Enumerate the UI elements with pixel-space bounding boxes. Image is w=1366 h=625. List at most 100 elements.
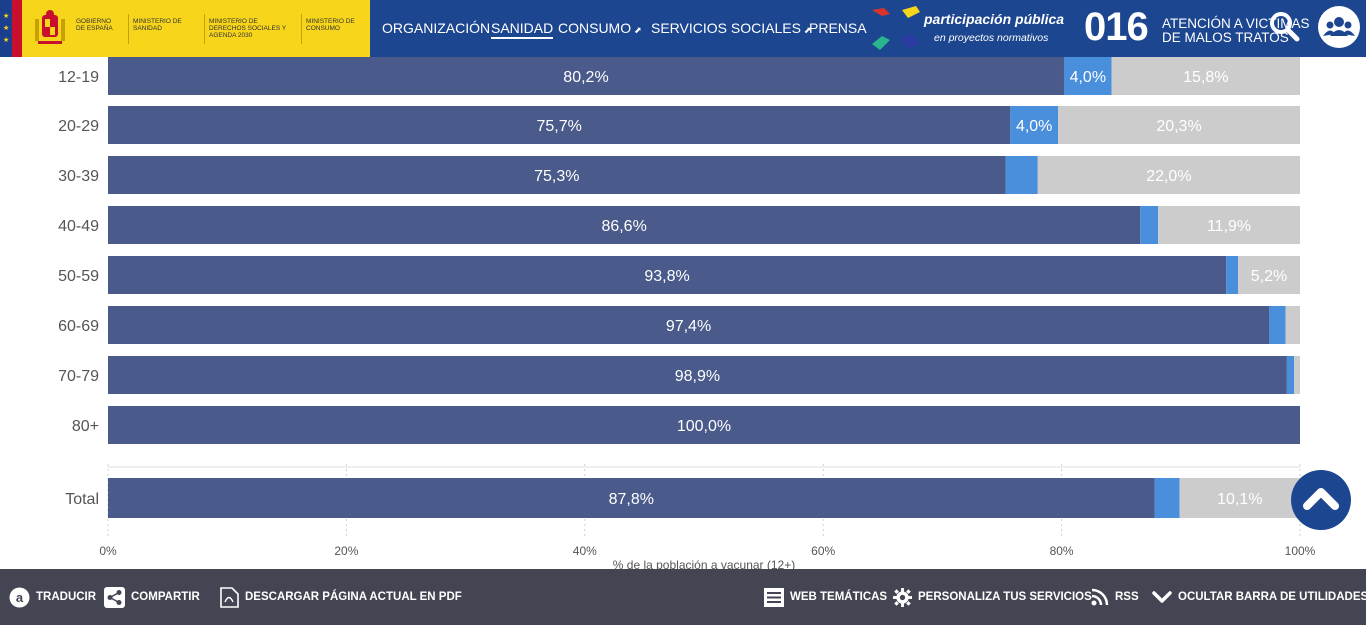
back-to-top-button[interactable] — [1291, 470, 1351, 530]
bar-segment — [108, 256, 1227, 294]
bar-segment — [108, 406, 1300, 444]
bar-segment — [1294, 356, 1300, 394]
government-logos[interactable]: ★ ★ ★ GOBIERNO DE ESPAÑA MINISTERIO DE S… — [0, 0, 370, 57]
participacion-subtitle: en proyectos normativos — [934, 32, 1049, 44]
external-link-icon: ⬈ — [634, 25, 642, 35]
external-link-icon: ⬈ — [803, 25, 812, 35]
data-label: 4,0% — [1070, 69, 1106, 86]
category-label: 40-49 — [58, 218, 99, 235]
bar-segment — [1058, 106, 1300, 144]
vaccination-chart: 12-19 80,2% 4,0% 15,8% 20-29 75,7% 4,0% 20,3% 30… — [0, 57, 1366, 569]
data-label: 20,3% — [1156, 118, 1201, 135]
data-label: 5,2% — [1251, 268, 1287, 285]
nav-item-servicios-sociales[interactable]: SERVICIOS SOCIALES ⬈ — [651, 20, 812, 36]
x-tick-label: 60% — [811, 544, 835, 558]
ministry-social-label: MINISTERIO DE DERECHOS SOCIALES Y AGENDA… — [204, 14, 293, 44]
bar-segment — [108, 478, 1155, 518]
participacion-title: participación pública — [924, 11, 1065, 27]
download-pdf-button[interactable]: DESCARGAR PÁGINA ACTUAL EN PDF — [220, 585, 462, 609]
data-label: 86,6% — [601, 218, 646, 235]
data-label: 80,2% — [563, 69, 608, 86]
data-label: 87,8% — [609, 491, 654, 508]
participacion-publica-link[interactable]: participación pública en proyectos norma… — [868, 4, 1080, 54]
gov-spain-label: GOBIERNO DE ESPAÑA — [76, 18, 113, 32]
bar-segment — [108, 356, 1287, 394]
translate-icon: a — [9, 587, 30, 607]
rss-icon — [1091, 588, 1109, 606]
web-tematicas-button[interactable]: WEB TEMÁTICAS — [764, 585, 887, 609]
x-tick-label: 0% — [99, 544, 117, 558]
star-icon: ★ — [3, 13, 10, 20]
bar-segment — [108, 57, 1064, 95]
bar-segment — [1010, 106, 1059, 144]
data-label: 98,9% — [675, 368, 720, 385]
bar-segment — [1179, 478, 1300, 518]
data-label: 4,0% — [1016, 118, 1052, 135]
data-label: 22,0% — [1146, 168, 1191, 185]
svg-text:a: a — [16, 590, 24, 605]
hands-logo-icon — [872, 6, 920, 50]
list-icon — [764, 587, 784, 607]
people-icon[interactable] — [1318, 6, 1360, 48]
chart-svg: 12-19 80,2% 4,0% 15,8% 20-29 75,7% 4,0% 20,3% 30… — [58, 57, 1316, 569]
category-label: 20-29 — [58, 118, 99, 135]
site-header: ★ ★ ★ GOBIERNO DE ESPAÑA MINISTERIO DE S… — [0, 0, 1366, 57]
nav-item-sanidad[interactable]: SANIDAD — [491, 20, 554, 39]
bar-segment — [1269, 306, 1286, 344]
personaliza-button[interactable]: PERSONALIZA TUS SERVICIOS — [893, 585, 1092, 609]
x-tick-label: 20% — [334, 544, 358, 558]
star-icon: ★ — [3, 37, 10, 44]
gear-icon — [893, 587, 912, 607]
data-label: 11,9% — [1207, 218, 1251, 235]
ministry-health-label: MINISTERIO DE SANIDAD — [128, 14, 193, 44]
bar-segment — [1286, 356, 1295, 394]
nav-item-organizacion[interactable]: ORGANIZACIÓN — [382, 20, 491, 36]
x-tick-label: 40% — [573, 544, 597, 558]
x-tick-label: 100% — [1285, 544, 1316, 558]
search-icon[interactable] — [1268, 10, 1300, 42]
bar-segment — [108, 106, 1011, 144]
data-label: 75,7% — [536, 118, 581, 135]
bar-segment — [108, 206, 1141, 244]
bar-segment — [1158, 206, 1300, 244]
data-label: 15,8% — [1183, 69, 1228, 86]
phone-016[interactable]: 016 — [1084, 5, 1149, 49]
data-label: 75,3% — [534, 168, 579, 185]
bar-segment — [1063, 57, 1112, 95]
bar-segment — [108, 156, 1006, 194]
bar-segment — [1005, 156, 1038, 194]
nav-item-consumo[interactable]: CONSUMO ⬈ — [558, 20, 642, 36]
bar-segment — [108, 306, 1270, 344]
rss-button[interactable]: RSS — [1091, 585, 1139, 609]
chevron-up-icon — [1303, 488, 1339, 510]
category-label: 70-79 — [58, 368, 99, 385]
share-button[interactable]: COMPARTIR — [104, 585, 200, 609]
bar-segment — [1238, 256, 1300, 294]
category-label: Total — [65, 491, 99, 508]
category-label: 50-59 — [58, 268, 99, 285]
bar-segment — [1140, 206, 1159, 244]
utilities-bar: a TRADUCIR COMPARTIR DESCARGAR PÁGINA AC… — [0, 569, 1366, 625]
bar-segment — [1285, 306, 1300, 344]
x-axis-label: % de la población a vacunar (12+) — [613, 558, 795, 569]
share-icon — [104, 586, 125, 608]
data-label: 93,8% — [644, 268, 689, 285]
pdf-icon — [220, 586, 239, 608]
bar-segment — [1154, 478, 1180, 518]
data-label: 100,0% — [677, 418, 731, 435]
translate-button[interactable]: a TRADUCIR — [9, 585, 96, 609]
ministry-consumer-label: MINISTERIO DE CONSUMO — [301, 14, 362, 44]
category-label: 12-19 — [58, 69, 99, 86]
category-label: 60-69 — [58, 318, 99, 335]
spain-flag-stripe — [12, 0, 22, 57]
category-label: 80+ — [72, 418, 99, 435]
x-tick-label: 80% — [1050, 544, 1074, 558]
star-icon: ★ — [3, 25, 10, 32]
nav-item-prensa[interactable]: PRENSA — [809, 20, 867, 36]
coat-of-arms-icon — [35, 10, 65, 44]
category-label: 30-39 — [58, 168, 99, 185]
bar-segment — [1037, 156, 1300, 194]
chevron-down-icon — [1152, 591, 1172, 603]
hide-utilities-button[interactable]: OCULTAR BARRA DE UTILIDADES — [1152, 585, 1366, 609]
bar-segment — [1111, 57, 1300, 95]
